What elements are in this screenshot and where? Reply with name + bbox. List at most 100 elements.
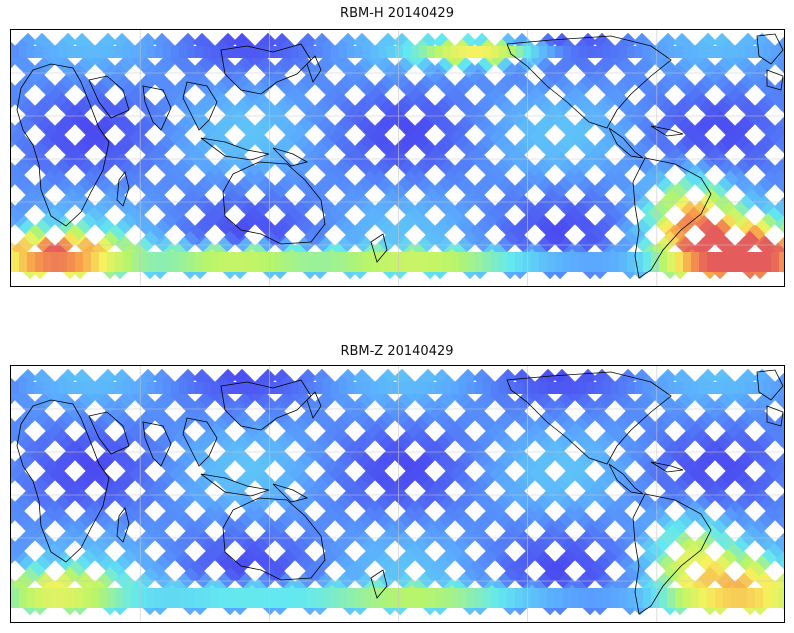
polar-band-cell [723,382,732,394]
swath-sample [772,92,784,112]
polar-band-cell [235,46,244,58]
polar-band-cell [555,46,564,58]
polar-band-cell [11,46,20,58]
polar-band-cell [371,46,380,58]
polar-band-cell [707,382,716,394]
polar-band-cell [139,382,148,394]
polar-band-cell [739,588,748,608]
polar-band-cell [403,382,412,394]
polar-band-cell [419,252,428,272]
polar-band-cell [587,588,596,608]
polar-band-cell [691,252,700,272]
polar-band-cell [627,588,636,608]
polar-band-cell [275,46,284,58]
polar-band-cell [291,382,300,394]
polar-band-cell [699,382,708,394]
polar-band-cell [483,588,492,608]
polar-band-cell [59,588,68,608]
polar-band-cell [131,382,140,394]
coastline [272,147,309,167]
polar-band-cell [587,46,596,58]
swath-sample [778,218,784,238]
polar-band-cell [291,588,300,608]
polar-band-cell [475,46,484,58]
polar-band-cell [563,46,572,58]
polar-band-cell [315,588,324,608]
polar-band-cell [43,252,52,272]
polar-band-cell [211,252,220,272]
polar-band-cell [131,252,140,272]
polar-band-cell [483,46,492,58]
polar-band-cell [475,382,484,394]
polar-band-cell [203,252,212,272]
swath-sample [774,470,784,490]
polar-band-cell [91,46,100,58]
coastline [88,75,130,119]
polar-band-cell [779,588,784,608]
swath-sample [772,428,784,448]
polar-band-cell [555,252,564,272]
polar-band-cell [459,382,468,394]
polar-band-cell [107,252,116,272]
polar-band-cell [395,588,404,608]
polar-band-cell [691,382,700,394]
polar-band-cell [195,588,204,608]
polar-band-cell [99,252,108,272]
panel-title-rbm-h: RBM-H 20140429 [340,6,454,21]
polar-band-cell [227,382,236,394]
polar-band-cell [219,252,228,272]
polar-band-cell [307,46,316,58]
polar-band-cell [659,588,668,608]
polar-band-cell [331,588,340,608]
polar-band-cell [355,46,364,58]
polar-band-cell [179,382,188,394]
polar-band-cell [579,382,588,394]
polar-band-cell [299,382,308,394]
polar-band-cell [355,382,364,394]
polar-band-cell [419,382,428,394]
polar-band-cell [115,588,124,608]
polar-band-cell [427,46,436,58]
polar-band-cell [651,382,660,394]
coastline [506,371,672,465]
polar-band-cell [283,46,292,58]
polar-band-cell [707,252,716,272]
swath-sample [778,554,784,574]
polar-band-cell [83,252,92,272]
polar-band-cell [363,382,372,394]
polar-band-cell [211,46,220,58]
polar-band-cell [347,252,356,272]
polar-band-cell [595,382,604,394]
polar-band-cell [427,382,436,394]
polar-band-cell [403,46,412,58]
polar-band-cell [723,46,732,58]
polar-band-cell [515,252,524,272]
polar-band-cell [339,382,348,394]
polar-band-cell [643,46,652,58]
coastline [608,127,644,159]
polar-band-cell [235,588,244,608]
polar-band-cell [539,588,548,608]
polar-band-cell [483,382,492,394]
polar-band-cell [691,588,700,608]
polar-band-cell [299,46,308,58]
polar-band-cell [155,588,164,608]
polar-band-cell [715,46,724,58]
polar-band-cell [531,46,540,58]
polar-band-cell [411,252,420,272]
polar-band-cell [307,588,316,608]
polar-band-cell [43,46,52,58]
polar-band-cell [587,382,596,394]
coastline [200,473,270,497]
polar-band-cell [179,46,188,58]
polar-band-cell [259,382,268,394]
polar-band-cell [507,382,516,394]
coastline [220,43,312,95]
polar-band-cell [131,588,140,608]
polar-band-cell [331,382,340,394]
polar-band-cell [291,46,300,58]
polar-band-cell [467,588,476,608]
polar-band-cell [731,46,740,58]
polar-band-cell [451,382,460,394]
polar-band-cell [403,252,412,272]
